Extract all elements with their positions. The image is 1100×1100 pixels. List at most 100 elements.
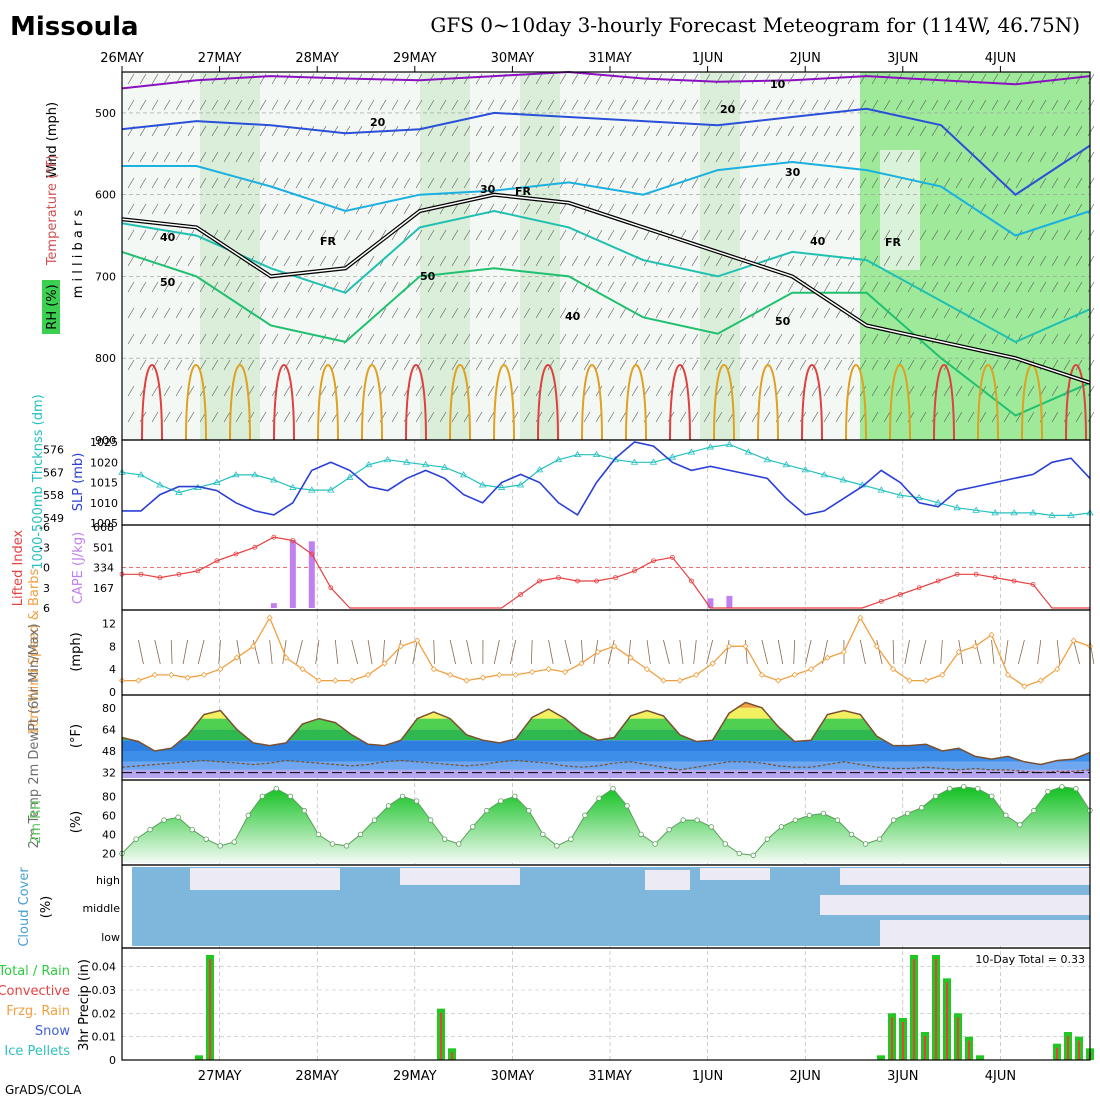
wind-barb (415, 255, 423, 267)
wind-barb (715, 307, 723, 319)
wind-barb (355, 177, 363, 189)
wind-barb (127, 333, 135, 345)
wind-barb (859, 177, 867, 189)
wind-barb (571, 73, 579, 85)
wind-barb (199, 307, 207, 319)
temp-color-band (122, 751, 1090, 762)
wind-barb (811, 203, 819, 215)
wind-barb (919, 411, 927, 423)
wind-barb (295, 203, 303, 215)
rh-point (287, 793, 294, 799)
wind-barb (427, 307, 435, 319)
wind-barb (463, 73, 471, 85)
wind-barb (559, 125, 567, 137)
wind-barb (271, 125, 279, 137)
wind-barb (547, 177, 555, 189)
cape-bar (289, 540, 296, 608)
wind-barb (511, 359, 519, 371)
wind10-point (1021, 683, 1028, 690)
wind-barb (415, 151, 423, 163)
wind-barb (355, 151, 363, 163)
cloud-gap (700, 868, 770, 880)
rh-line (121, 786, 1091, 856)
wind10-point (611, 643, 618, 650)
wind-barb (847, 411, 855, 423)
wind-barb (811, 99, 819, 111)
wind-barb (451, 177, 459, 189)
wind-barb (835, 125, 843, 137)
wind10-barb (1017, 639, 1025, 665)
thickness-point (1029, 509, 1037, 516)
wind-barb (715, 255, 723, 267)
wind-barb (703, 385, 711, 397)
wind-barb (523, 411, 531, 423)
wind-barb (367, 411, 375, 423)
wind-barb (919, 307, 927, 319)
wind-barb (955, 307, 963, 319)
wind-barb (955, 125, 963, 137)
wind10-barb (991, 639, 995, 665)
wind-barb (1027, 255, 1035, 267)
warm-contour (185, 364, 207, 441)
wind-barb (703, 151, 711, 163)
wind-barb (847, 385, 855, 397)
temp-color-band (122, 718, 1090, 730)
wind-barb (811, 359, 819, 371)
date-label-top: 26MAY (100, 51, 144, 66)
wind-barb (175, 203, 183, 215)
wind-barb (715, 385, 723, 397)
rh-point (932, 793, 939, 799)
wind-barb (1051, 203, 1059, 215)
wind-barb (319, 411, 327, 423)
wind-barb (127, 151, 135, 163)
wind10-barb (940, 639, 943, 665)
wind-barb (823, 307, 831, 319)
rh-point (820, 810, 827, 817)
wind-barb (1051, 229, 1059, 241)
ylabel-temp2m: 2m Temp 2m DewPt (6hr Min/Max) (27, 623, 42, 848)
wind-barb (247, 229, 255, 241)
wind-barb (1003, 151, 1011, 163)
wind10-barb (1037, 639, 1042, 665)
wind-barb (727, 203, 735, 215)
wind-barb (175, 99, 183, 111)
wind-barb (235, 411, 243, 423)
wind-barb (247, 151, 255, 163)
wind-barb (379, 359, 387, 371)
precip-convective-bar (1067, 1036, 1069, 1060)
wind-barb (1075, 255, 1083, 267)
wind-barb (427, 229, 435, 241)
wind-barb (835, 359, 843, 371)
wind-barb (787, 99, 795, 111)
wind-barb (907, 359, 915, 371)
wind-barb (451, 125, 459, 137)
wind-barb (943, 411, 951, 423)
wind-barb (979, 281, 987, 293)
wind-barb (1075, 177, 1083, 189)
wind-barb (979, 151, 987, 163)
wind10-barb (805, 639, 812, 665)
rh-point (512, 793, 518, 799)
wind10-point (496, 671, 503, 678)
wind-barb (187, 125, 195, 137)
wind-barb (295, 255, 303, 267)
wind-barb (415, 411, 423, 423)
wind-barb (259, 229, 267, 241)
wind10-point (233, 654, 240, 661)
wind-barb (127, 281, 135, 293)
wind-barb (511, 125, 519, 137)
wind-barb (487, 125, 495, 137)
wind-barb (283, 73, 291, 85)
wind-barb (163, 125, 171, 137)
wind-barb (991, 203, 999, 215)
wind-barb (1039, 281, 1047, 293)
wind-barb (1015, 203, 1023, 215)
wind-barb (451, 203, 459, 215)
rh-point (259, 793, 265, 799)
wind10-barb (548, 639, 554, 665)
wind-barb (619, 359, 627, 371)
wind-barb (223, 203, 231, 215)
rh-point (161, 817, 167, 823)
wind-barb (955, 359, 963, 371)
